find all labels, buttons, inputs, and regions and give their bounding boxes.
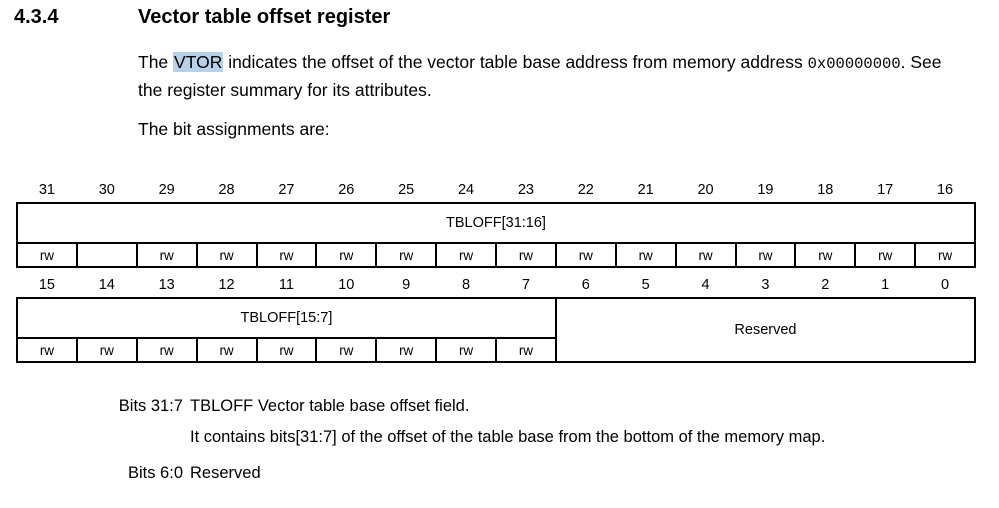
bit-label: 26	[338, 182, 355, 198]
access-cell: rw	[375, 242, 438, 268]
access-cell	[75, 242, 138, 268]
note-row: Bits 6:0 Reserved	[0, 464, 825, 483]
section-heading: 4.3.4 Vector table offset register	[14, 6, 390, 29]
note-label: Bits 31:7	[118, 397, 183, 415]
bit-label: 5	[641, 277, 650, 293]
bit-label: 22	[577, 182, 594, 198]
bit-label: 31	[38, 182, 55, 198]
field-row: TBLOFF[15:7] Reserved	[16, 297, 977, 363]
bit-label: 16	[936, 182, 954, 198]
access-cell: rw	[16, 337, 78, 363]
bit-label: 23	[517, 182, 534, 198]
intro-block: The VTOR indicates the offset of the vec…	[138, 49, 958, 142]
access-cell: rw	[554, 242, 617, 268]
access-cell: rw	[75, 337, 138, 363]
bit-label: 30	[98, 182, 115, 198]
access-cell: rw	[255, 337, 318, 363]
section-number: 4.3.4	[14, 6, 59, 28]
bit-label: 2	[821, 277, 830, 293]
access-cell: rw	[315, 337, 378, 363]
field-tbloff-high: TBLOFF[31:16]	[16, 202, 976, 244]
access-cell: rw	[195, 337, 258, 363]
access-cell: rw	[435, 242, 497, 268]
note-label-spacer	[0, 428, 183, 447]
field-tbloff-low: TBLOFF[15:7]	[16, 297, 557, 339]
bit-label: 9	[402, 277, 411, 293]
access-cell: rw	[135, 337, 198, 363]
note-row: Bits 31:7 TBLOFF Vector table base offse…	[0, 397, 825, 416]
bit-label: 3	[761, 277, 770, 293]
intro-paragraph: The VTOR indicates the offset of the vec…	[138, 49, 958, 103]
bit-label: 11	[278, 277, 294, 293]
access-cell: rw	[854, 242, 917, 268]
note-text: TBLOFF Vector table base offset field.	[190, 397, 470, 415]
bit-label: 0	[941, 277, 950, 293]
access-row: rw rw rw rw rw rw rw rw rw	[16, 337, 975, 363]
page-title: Vector table offset register	[138, 6, 391, 28]
bit-label: 7	[521, 277, 530, 293]
bit-label: 29	[158, 182, 175, 198]
note-text: It contains bits[31:7] of the offset of …	[190, 428, 826, 446]
access-cell: rw	[195, 242, 258, 268]
bit-number-row: 31 30 29 28 27 26 25 24 23 22 21 20 19 1…	[17, 181, 975, 203]
bit-label: 4	[701, 277, 710, 293]
bit-number-row: 15 14 13 12 11 10 9 8 7 6 5 4 3 2 1 0	[17, 276, 975, 298]
bit-label: 13	[158, 277, 175, 293]
bit-label: 8	[462, 277, 471, 293]
access-cell: rw	[614, 242, 677, 268]
bit-label: 15	[38, 277, 55, 293]
intro-text-start: The	[138, 52, 174, 72]
access-cell: rw	[375, 337, 438, 363]
bit-field-notes: Bits 31:7 TBLOFF Vector table base offse…	[0, 397, 826, 483]
bit-label: 25	[398, 182, 415, 198]
access-cell: rw	[674, 242, 737, 268]
access-cell: rw	[16, 242, 78, 268]
intro-text-mid: indicates the offset of the vector table…	[223, 52, 808, 72]
register-table-low-word: 15 14 13 12 11 10 9 8 7 6 5 4 3 2 1 0 TB…	[16, 276, 977, 363]
bit-label: 10	[338, 277, 355, 293]
access-cell: rw	[734, 242, 797, 268]
access-cell: rw	[495, 242, 557, 268]
bit-label: 1	[881, 277, 890, 293]
access-cell: rw	[315, 242, 378, 268]
bit-label: 14	[98, 277, 115, 293]
access-cell: rw	[914, 242, 976, 268]
address-code: 0x00000000	[807, 55, 901, 73]
bit-label: 24	[457, 182, 475, 198]
access-cell: rw	[794, 242, 857, 268]
intro-text-end: . See the register summary for its attri…	[138, 52, 942, 100]
access-cell: rw	[255, 242, 318, 268]
bit-label: 27	[278, 182, 295, 198]
bit-label: 28	[218, 182, 235, 198]
field-row: TBLOFF[31:16]	[16, 202, 976, 244]
access-cell: rw	[135, 242, 198, 268]
note-label: Bits 6:0	[127, 464, 183, 482]
note-text: Reserved	[190, 464, 261, 482]
bit-label: 21	[637, 182, 654, 198]
bit-label: 12	[218, 277, 235, 293]
bit-label: 20	[697, 182, 714, 198]
note-row: It contains bits[31:7] of the offset of …	[0, 428, 825, 447]
register-diagram: 31 30 29 28 27 26 25 24 23 22 21 20 19 1…	[16, 181, 977, 363]
access-cell: rw	[435, 337, 497, 363]
field-reserved: Reserved	[554, 297, 977, 363]
access-cell: rw	[495, 337, 557, 363]
bit-label: 18	[817, 182, 834, 198]
access-row: rw rw rw rw rw rw rw rw rw rw rw rw rw r…	[16, 242, 976, 268]
register-table-high-word: 31 30 29 28 27 26 25 24 23 22 21 20 19 1…	[16, 181, 976, 268]
bit-label: 17	[877, 182, 894, 198]
bit-assignments-label: The bit assignments are:	[138, 119, 330, 139]
bit-label: 19	[757, 182, 774, 198]
vtor-link[interactable]: VTOR	[173, 52, 224, 72]
bit-label: 6	[581, 277, 590, 293]
